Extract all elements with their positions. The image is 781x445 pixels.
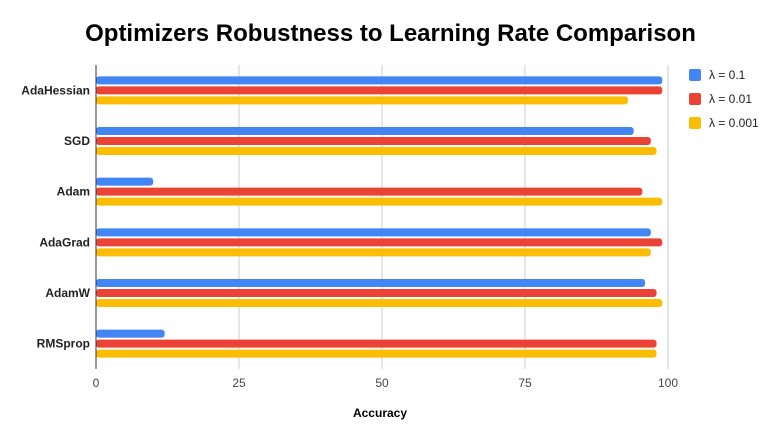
x-axis-title: Accuracy bbox=[352, 406, 408, 420]
legend-label-series-2: λ = 0.01 bbox=[709, 92, 753, 106]
bar-adam-series-3 bbox=[96, 197, 663, 206]
legend-label-series-1: λ = 0.1 bbox=[709, 68, 746, 82]
y-category-label-adahessian: AdaHessian bbox=[21, 83, 90, 97]
legend-item-series-2: λ = 0.01 bbox=[689, 87, 759, 111]
y-category-label-rmsprop: RMSprop bbox=[37, 337, 90, 351]
bar-adahessian-series-3 bbox=[96, 96, 628, 105]
legend-swatch-series-3 bbox=[689, 117, 701, 129]
y-category-label-sgd: SGD bbox=[64, 134, 90, 148]
legend: λ = 0.1 λ = 0.01 λ = 0.001 bbox=[689, 63, 759, 135]
bar-adahessian-series-2 bbox=[96, 86, 663, 95]
x-tick-label-25: 25 bbox=[232, 376, 246, 390]
legend-swatch-series-2 bbox=[689, 93, 701, 105]
legend-swatch-series-1 bbox=[689, 69, 701, 81]
legend-label-series-3: λ = 0.001 bbox=[709, 116, 759, 130]
bar-adam-series-1 bbox=[96, 177, 154, 186]
bar-sgd-series-3 bbox=[96, 147, 657, 155]
x-tick-label-100: 100 bbox=[658, 376, 678, 390]
bar-adamw-series-1 bbox=[96, 279, 646, 287]
bar-sgd-series-1 bbox=[96, 127, 634, 135]
y-category-label-adam: Adam bbox=[57, 185, 90, 199]
x-tick-label-50: 50 bbox=[375, 376, 389, 390]
bar-adahessian-series-1 bbox=[96, 76, 663, 85]
bar-adam-series-2 bbox=[96, 187, 643, 196]
bar-adamw-series-3 bbox=[96, 299, 663, 307]
bar-adagrad-series-1 bbox=[96, 228, 651, 237]
chart-title: Optimizers Robustness to Learning Rate C… bbox=[85, 20, 696, 47]
bar-rmsprop-series-2 bbox=[96, 339, 657, 348]
bar-rmsprop-series-3 bbox=[96, 349, 657, 358]
bar-adagrad-series-2 bbox=[96, 238, 663, 247]
y-category-label-adamw: AdamW bbox=[45, 286, 90, 300]
bar-adamw-series-2 bbox=[96, 289, 657, 297]
x-tick-label-0: 0 bbox=[93, 376, 100, 390]
x-tick-label-75: 75 bbox=[518, 376, 532, 390]
legend-item-series-3: λ = 0.001 bbox=[689, 111, 759, 135]
y-category-label-adagrad: AdaGrad bbox=[39, 235, 90, 249]
bar-rmsprop-series-1 bbox=[96, 329, 165, 338]
legend-item-series-1: λ = 0.1 bbox=[689, 63, 759, 87]
bar-sgd-series-2 bbox=[96, 137, 651, 145]
bar-adagrad-series-3 bbox=[96, 248, 651, 257]
